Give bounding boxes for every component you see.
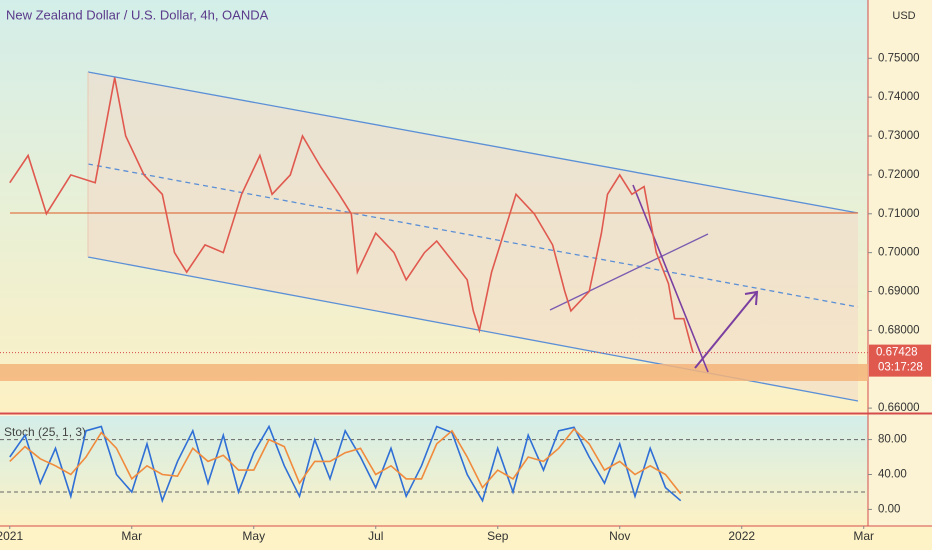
y-tick-label: 0.71000: [878, 208, 920, 220]
time-axis: [0, 526, 932, 550]
indicator-title: Stoch (25, 1, 3): [4, 425, 86, 439]
y-tick-label: 0.72000: [878, 169, 920, 181]
y-tick-label: 0.69000: [878, 286, 920, 298]
x-tick-label: 2022: [728, 529, 755, 543]
x-tick-label: Nov: [609, 529, 630, 543]
y-tick-label: 80.00: [878, 434, 907, 446]
y-tick-label: 0.68000: [878, 324, 920, 336]
y-tick-label: 0.73000: [878, 130, 920, 142]
currency-label: USD: [892, 10, 915, 22]
trend-line: [632, 184, 709, 373]
y-tick-label: 0.75000: [878, 52, 920, 64]
series-line: [9, 427, 682, 495]
y-tick-label: 40.00: [878, 469, 907, 481]
last-price-label: 0.67428: [876, 347, 918, 359]
arrow-head: [744, 290, 759, 306]
x-tick-label: Jul: [368, 529, 383, 543]
y-tick-label: 0.74000: [878, 91, 920, 103]
x-tick-label: Sep: [487, 529, 509, 543]
channel-fill: [88, 72, 858, 401]
channel-mid: [87, 163, 859, 308]
projection-arrow: [694, 291, 758, 369]
y-tick-label: 0.70000: [878, 247, 920, 259]
series-line: [9, 424, 682, 504]
price-badge: [869, 344, 931, 377]
series-line: [9, 77, 694, 353]
axis-pane: [868, 0, 932, 526]
chart-title: New Zealand Dollar / U.S. Dollar, 4h, OA…: [6, 7, 269, 22]
x-tick-label: Mar: [853, 529, 874, 543]
x-tick-label: 2021: [0, 529, 23, 543]
x-tick-label: Mar: [121, 529, 142, 543]
y-tick-label: 0.00: [878, 503, 900, 515]
countdown-label: 03:17:28: [878, 362, 923, 374]
support-zone: [0, 364, 868, 381]
trend-line: [549, 233, 709, 311]
x-tick-label: May: [242, 529, 265, 543]
y-tick-label: 0.66000: [878, 402, 920, 414]
channel-top: [87, 71, 859, 214]
